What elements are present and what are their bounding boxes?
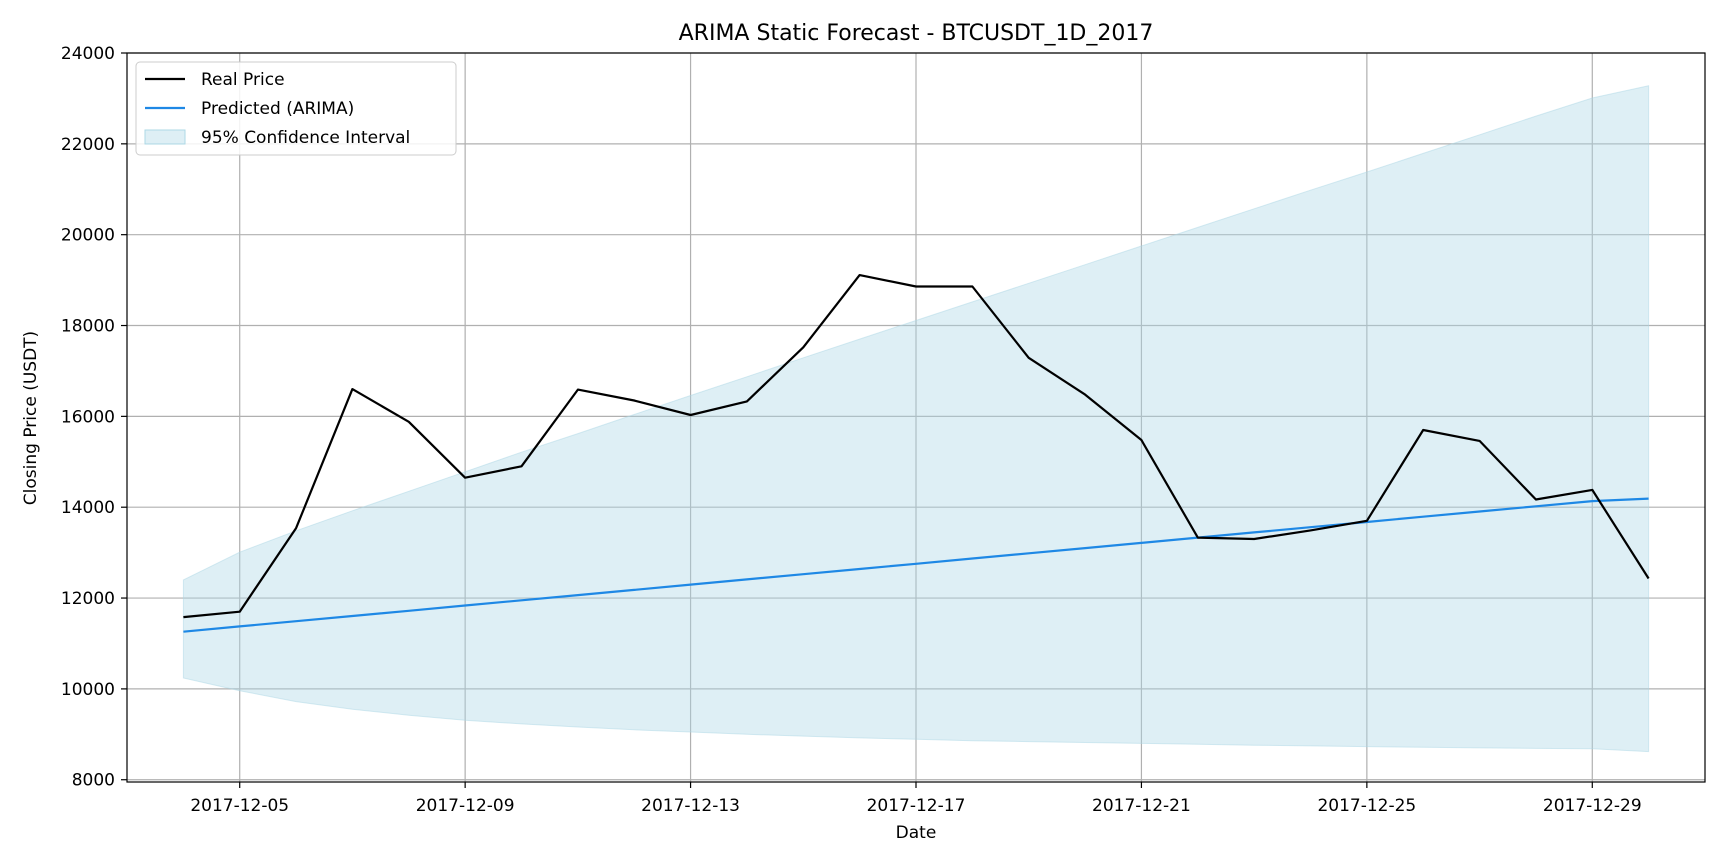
series-layer <box>183 274 1650 633</box>
y-axis-ticks: 8000 10000 12000 14000 16000 18000 20000 22000 2… <box>61 44 127 791</box>
x-axis-label: Date <box>896 823 937 843</box>
x-tick-label-6: 2017-12-29 <box>1543 796 1642 816</box>
x-tick-label-1: 2017-12-09 <box>416 796 515 816</box>
legend-box <box>135 61 457 156</box>
y-tick-label-5: 18000 <box>61 317 115 337</box>
y-tick-label-4: 16000 <box>61 407 115 427</box>
legend-confidence-interval-swatch <box>144 129 186 145</box>
real-price-line <box>183 274 1650 619</box>
y-axis-label: Closing Price (USDT) <box>21 331 41 505</box>
legend-predicted-label: Predicted (ARIMA) <box>201 99 354 119</box>
legend-confidence-interval-label: 95% Confidence Interval <box>201 128 410 148</box>
y-tick-label-1: 10000 <box>61 680 115 700</box>
x-tick-label-2: 2017-12-13 <box>641 796 740 816</box>
x-tick-label-0: 2017-12-05 <box>190 796 289 816</box>
y-tick-label-3: 14000 <box>61 498 115 518</box>
y-tick-label-0: 8000 <box>72 771 115 791</box>
x-tick-label-5: 2017-12-25 <box>1317 796 1416 816</box>
y-tick-label-6: 20000 <box>61 226 115 246</box>
y-tick-label-8: 24000 <box>61 44 115 64</box>
confidence-interval-band <box>182 85 1650 753</box>
y-tick-label-7: 22000 <box>61 135 115 155</box>
legend: Real Price Predicted (ARIMA) 95% Confide… <box>135 61 457 156</box>
y-tick-label-2: 12000 <box>61 589 115 609</box>
chart-title: ARIMA Static Forecast - BTCUSDT_1D_2017 <box>679 21 1154 46</box>
grid <box>127 52 1705 782</box>
x-axis-ticks: 2017-12-05 2017-12-09 2017-12-13 2017-12-17… <box>190 782 1642 816</box>
confidence-interval-layer <box>182 85 1650 753</box>
x-tick-label-4: 2017-12-21 <box>1092 796 1191 816</box>
legend-real-price-label: Real Price <box>201 70 285 90</box>
predicted-arima-line <box>183 497 1649 633</box>
x-tick-label-3: 2017-12-17 <box>867 796 966 816</box>
